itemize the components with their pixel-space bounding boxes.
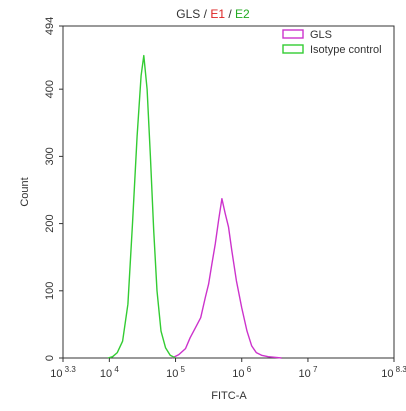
y-axis-label: Count: [19, 177, 31, 206]
series-layer: [107, 54, 282, 359]
chart-title: GLS / E1 / E2: [176, 7, 250, 21]
legend-swatch: [282, 44, 304, 54]
y-tick-label: 400: [44, 80, 56, 98]
legend-label: Isotype control: [310, 44, 382, 56]
y-tick-label: 200: [44, 214, 56, 232]
plot-frame: [62, 25, 395, 359]
y-tick-label: 100: [44, 282, 56, 300]
chart-title-part: GLS: [176, 7, 200, 21]
y-axis: 0 100 200 300 400 494: [44, 17, 63, 361]
x-axis-label: FITC-A: [211, 390, 247, 402]
legend-label: GLS: [310, 29, 332, 41]
x-tick-label: 10 6: [232, 365, 251, 380]
y-tick-label: 0: [44, 355, 56, 361]
series-line-2: [107, 54, 176, 359]
y-tick-label: 300: [44, 147, 56, 165]
x-tick-label: 10 4: [100, 365, 119, 380]
legend: GLS Isotype control: [282, 29, 382, 56]
chart-title-part: E1: [210, 7, 225, 21]
x-tick-label: 10 5: [166, 365, 185, 380]
y-tick-label: 494: [44, 17, 56, 35]
x-tick-label: 10 7: [298, 365, 317, 380]
x-tick-label: 10 8.3: [381, 365, 406, 380]
chart-title-part: /: [225, 7, 235, 21]
legend-swatch: [282, 29, 304, 39]
x-axis: 10 3.3 10 4 10 5 10 6 10 7 10 8.3: [50, 358, 406, 380]
chart-title-part: E2: [235, 7, 250, 21]
x-tick-label: 10 3.3: [50, 365, 76, 380]
series-line-1: [171, 197, 282, 359]
chart-title-part: /: [200, 7, 210, 21]
